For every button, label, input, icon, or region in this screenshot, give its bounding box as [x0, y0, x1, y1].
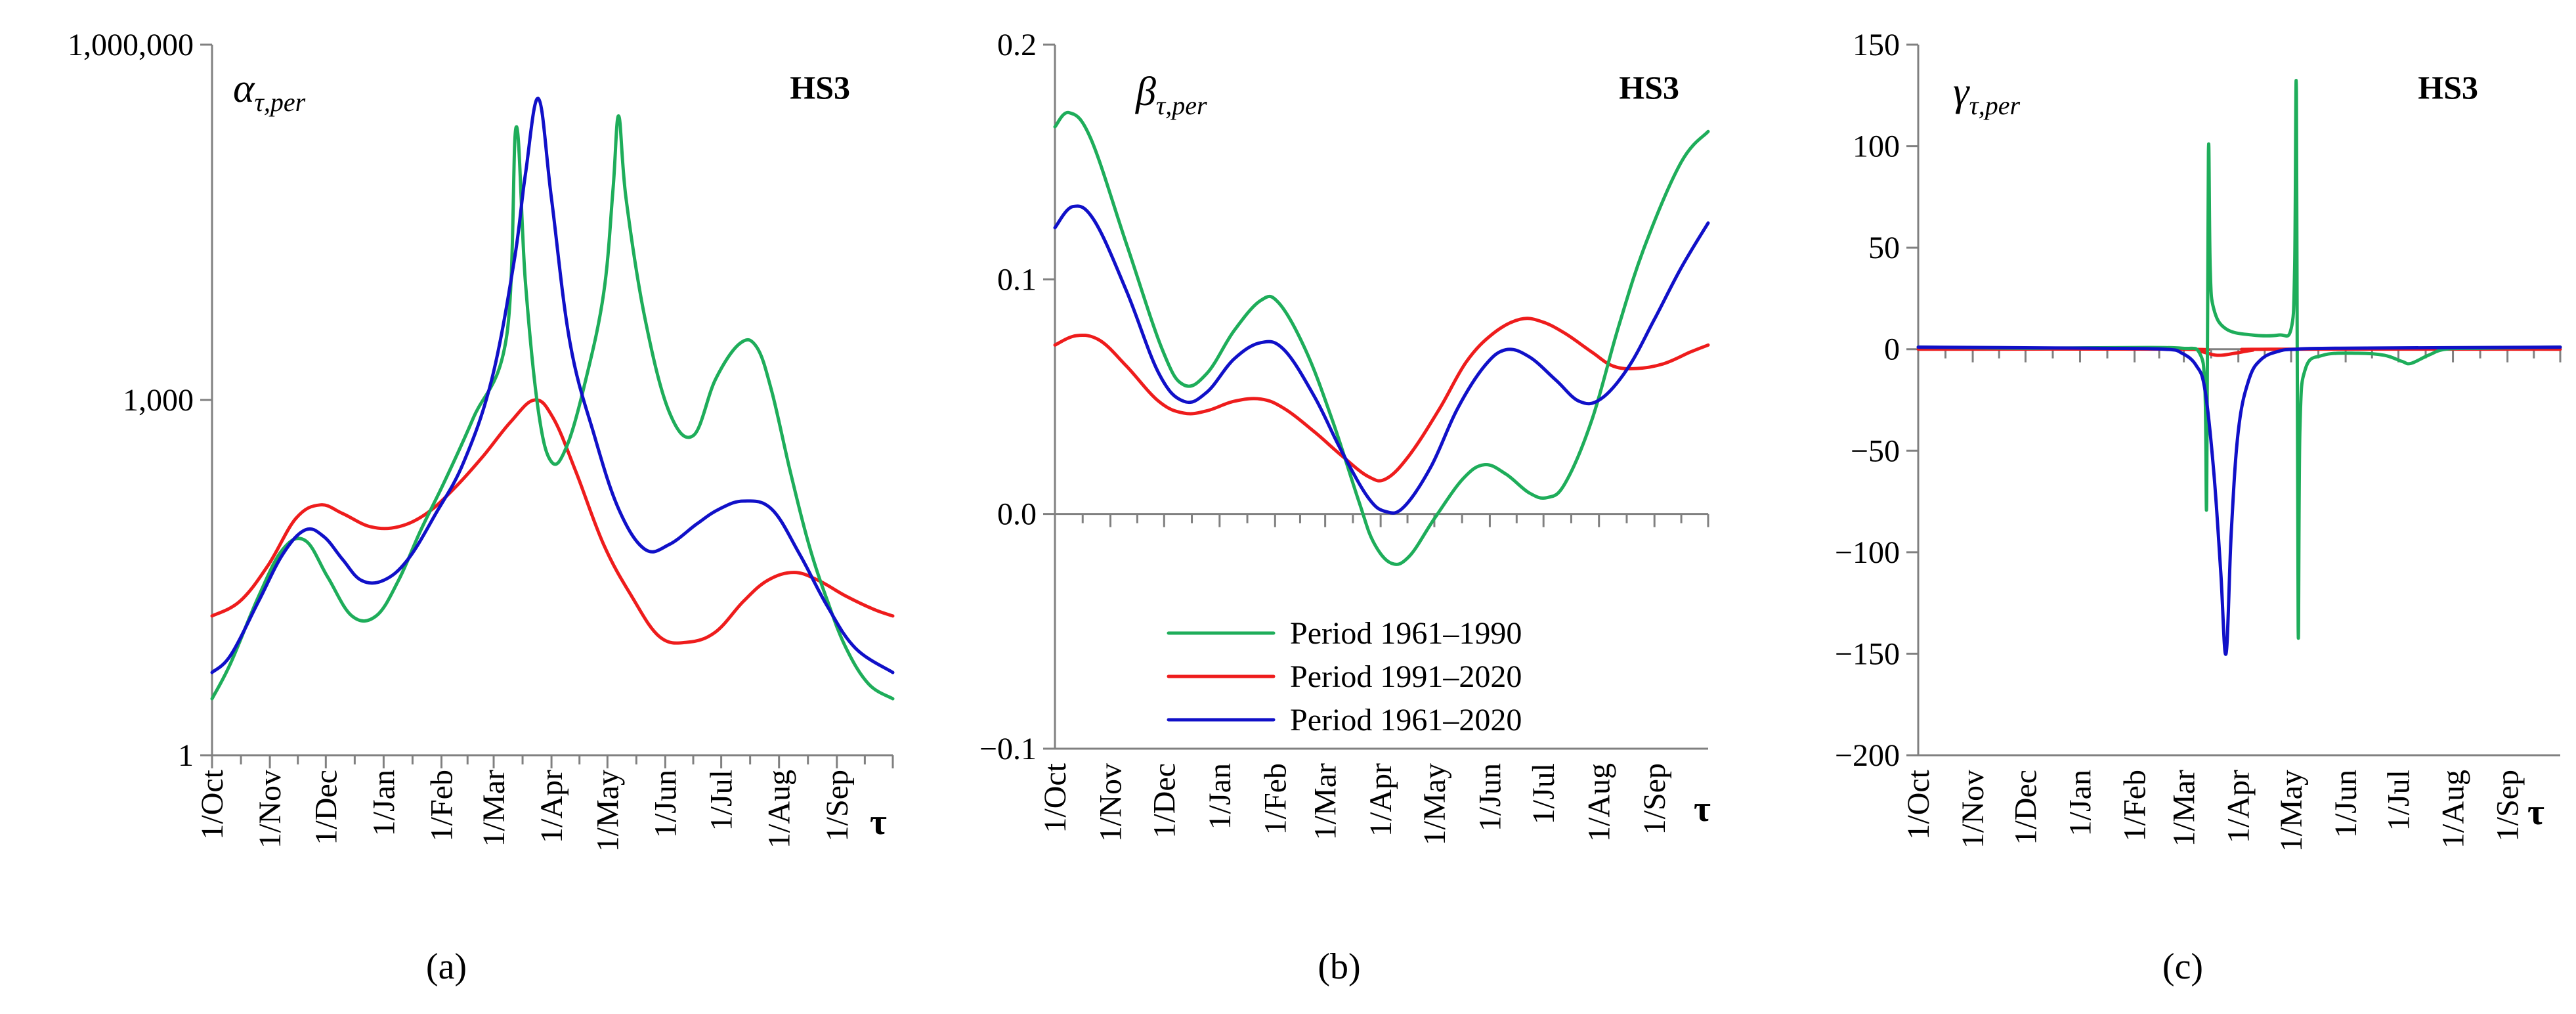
legend-entry-1961-1990: Period 1961–1990 — [1290, 616, 1522, 651]
alpha-x-tick-label: 1/Apr — [534, 770, 569, 843]
alpha-x-tick-label: 1/Mar — [477, 770, 511, 847]
beta-variable-label: βτ,per — [1135, 70, 1207, 120]
alpha-x-tick-label: 1/Jul — [704, 770, 739, 831]
beta-x-axis-label: τ — [1694, 789, 1711, 829]
alpha-x-tick-label: 1/May — [590, 770, 625, 852]
gamma-series-1961-2020 — [1916, 345, 2562, 656]
beta-x-tick-label: 1/Jul — [1526, 763, 1561, 824]
gamma-x-tick-label: 1/Aug — [2436, 770, 2471, 849]
panel-beta: −0.1 0.0 0.1 0.2 1/Oct 1/Nov 1/Dec 1/Jan 1/Feb 1/… — [979, 28, 1711, 987]
gamma-y-tick-label: −200 — [1835, 738, 1900, 773]
alpha-x-axis-label: τ — [870, 802, 887, 843]
gamma-y-tick-label: −150 — [1835, 636, 1900, 671]
beta-series-1961-2020 — [1053, 204, 1710, 515]
gamma-plot-area: −200 −150 −100 −50 0 50 100 150 1/Oct 1/Nov 1/Dec 1… — [1835, 28, 2562, 852]
gamma-x-tick-label: 1/May — [2274, 770, 2309, 852]
alpha-x-tick-label: 1/Jun — [648, 770, 683, 838]
legend-entry-1991-2020: Period 1991–2020 — [1290, 659, 1522, 694]
legend-entry-1961-2020: Period 1961–2020 — [1290, 703, 1522, 738]
panel-alpha: 1 1,000 1,000,000 1/Oct 1/Nov 1/Dec 1/Jan 1/Feb… — [68, 28, 895, 987]
alpha-y-tick-label: 1,000,000 — [68, 28, 194, 62]
beta-series-1991-2020 — [1053, 317, 1710, 483]
beta-tag: HS3 — [1619, 69, 1679, 106]
gamma-y-tick-label: 150 — [1853, 28, 1900, 62]
alpha-plot-area: 1 1,000 1,000,000 1/Oct 1/Nov 1/Dec 1/Jan 1/Feb… — [68, 28, 895, 852]
gamma-x-tick-label: 1/Mar — [2167, 770, 2202, 847]
gamma-x-tick-label: 1/Nov — [1956, 770, 1990, 849]
panel-gamma: −200 −150 −100 −50 0 50 100 150 1/Oct 1/Nov 1/Dec 1… — [1835, 28, 2562, 987]
beta-x-tick-label: 1/Nov — [1094, 763, 1128, 842]
gamma-y-tick-label: 50 — [1868, 231, 1900, 265]
beta-plot-area: −0.1 0.0 0.1 0.2 1/Oct 1/Nov 1/Dec 1/Jan 1/Feb 1/… — [979, 28, 1710, 845]
beta-panel-label: (b) — [1318, 946, 1360, 987]
gamma-y-tick-label: −100 — [1835, 535, 1900, 570]
beta-y-tick-label: 0.1 — [997, 262, 1037, 297]
alpha-x-tick-label: 1/Jan — [366, 770, 401, 836]
gamma-panel-label: (c) — [2162, 946, 2203, 987]
gamma-variable-label: γτ,per — [1953, 70, 2021, 120]
beta-x-tick-label: 1/Aug — [1582, 763, 1617, 842]
alpha-x-tick-label: 1/Aug — [762, 770, 797, 849]
alpha-x-tick-label: 1/Feb — [424, 770, 459, 841]
beta-x-tick-label: 1/Jun — [1472, 763, 1507, 831]
beta-x-tick-label: 1/Apr — [1363, 763, 1398, 837]
gamma-x-tick-label: 1/Jun — [2329, 770, 2363, 838]
beta-y-tick-label: 0.0 — [997, 497, 1037, 532]
beta-x-tick-label: 1/Feb — [1258, 763, 1293, 835]
beta-y-tick-label: −0.1 — [979, 732, 1037, 766]
gamma-y-tick-label: −50 — [1851, 433, 1900, 468]
legend: Period 1961–1990 Period 1991–2020 Period… — [1167, 616, 1522, 738]
alpha-series-1961-1990 — [210, 114, 895, 701]
gamma-tag: HS3 — [2418, 69, 2478, 106]
beta-series-1961-1990 — [1053, 110, 1710, 566]
alpha-x-tick-label: 1/Dec — [309, 770, 343, 845]
gamma-x-tick-label: 1/Feb — [2118, 770, 2153, 841]
alpha-series-1991-2020 — [210, 398, 895, 645]
gamma-y-tick-label: 0 — [1884, 332, 1900, 367]
alpha-series-1961-2020 — [210, 97, 895, 674]
alpha-x-tick-label: 1/Oct — [195, 769, 230, 839]
alpha-variable-label: ατ,per — [233, 66, 306, 117]
beta-x-tick-label: 1/Jan — [1203, 763, 1237, 829]
gamma-x-tick-label: 1/Dec — [2008, 770, 2043, 845]
beta-y-tick-label: 0.2 — [997, 28, 1037, 62]
alpha-x-tick-label: 1/Sep — [820, 770, 855, 841]
alpha-y-tick-label: 1 — [178, 738, 194, 773]
gamma-x-tick-label: 1/Apr — [2222, 770, 2256, 843]
alpha-x-tick-label: 1/Nov — [253, 770, 288, 849]
gamma-x-tick-label: 1/Jan — [2063, 770, 2098, 836]
beta-x-tick-label: 1/May — [1417, 763, 1452, 845]
gamma-x-tick-label: 1/Oct — [1901, 769, 1936, 839]
gamma-x-tick-label: 1/Jul — [2381, 770, 2416, 831]
alpha-tag: HS3 — [790, 69, 850, 106]
alpha-panel-label: (a) — [426, 946, 467, 987]
gamma-x-tick-label: 1/Sep — [2491, 770, 2525, 841]
beta-x-tick-label: 1/Mar — [1308, 763, 1343, 840]
beta-x-tick-label: 1/Oct — [1038, 762, 1073, 833]
gamma-y-tick-label: 100 — [1853, 129, 1900, 164]
gamma-x-axis-label: τ — [2527, 792, 2544, 833]
beta-x-tick-label: 1/Dec — [1147, 763, 1182, 839]
alpha-y-tick-label: 1,000 — [123, 383, 194, 418]
beta-x-tick-label: 1/Sep — [1637, 763, 1672, 835]
